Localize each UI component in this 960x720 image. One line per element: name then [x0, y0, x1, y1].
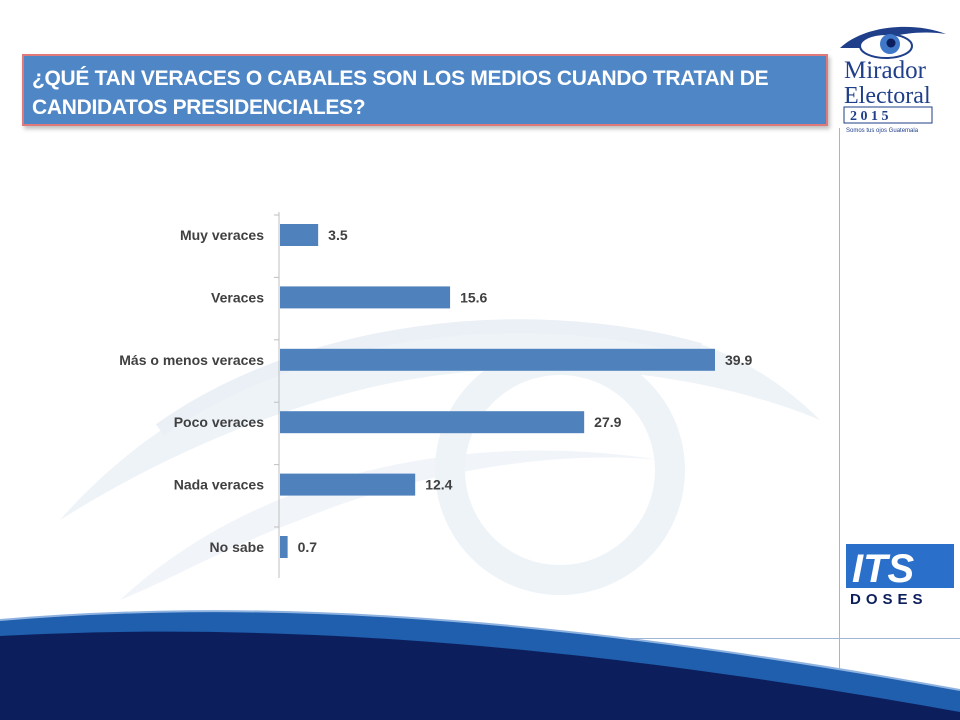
- vertical-divider: [839, 128, 840, 700]
- bar: [280, 224, 319, 246]
- tagline-text: Somos tus ojos Guatemala: [846, 128, 919, 134]
- value-label: 39.9: [725, 352, 752, 368]
- bar: [280, 411, 585, 434]
- doses-mark-text: ITS: [852, 547, 915, 591]
- category-label: Poco veraces: [174, 414, 264, 430]
- bar: [280, 286, 451, 309]
- mirador-electoral-logo: Mirador Electoral 2 0 1 5 Somos tus ojos…: [840, 26, 946, 134]
- slide-title: ¿QUÉ TAN VERACES O CABALES SON LOS MEDIO…: [22, 54, 828, 126]
- mirador-title-text: Mirador: [844, 57, 927, 84]
- doses-logo: ITS DOSES: [846, 544, 954, 606]
- category-label: No sabe: [210, 539, 265, 555]
- bar: [280, 473, 416, 496]
- year-text: 2 0 1 5: [850, 109, 889, 124]
- category-label: Veraces: [211, 289, 264, 305]
- value-label: 3.5: [328, 227, 348, 243]
- bar: [280, 536, 288, 558]
- value-label: 27.9: [594, 414, 621, 430]
- category-label: Más o menos veraces: [119, 352, 264, 368]
- doses-name-text: DOSES: [850, 591, 928, 606]
- value-label: 15.6: [460, 289, 487, 305]
- category-label: Muy veraces: [180, 227, 264, 243]
- bar: [280, 348, 715, 371]
- value-label: 12.4: [425, 477, 452, 493]
- value-label: 0.7: [298, 539, 318, 555]
- footer-wave: [0, 610, 960, 720]
- category-label: Nada veraces: [174, 477, 265, 493]
- electoral-title-text: Electoral: [844, 83, 931, 109]
